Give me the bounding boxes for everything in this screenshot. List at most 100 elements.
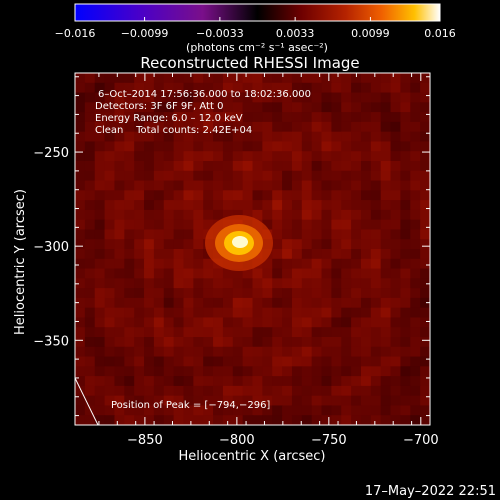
heatmap-cell — [114, 376, 125, 387]
heatmap-cell — [94, 92, 106, 103]
heatmap-cell — [252, 405, 263, 416]
heatmap-cell — [360, 151, 372, 162]
heatmap-cell — [390, 92, 402, 103]
heatmap-cell — [341, 82, 352, 94]
heatmap-cell — [242, 405, 254, 416]
heatmap-cell — [321, 346, 332, 358]
heatmap-cell — [163, 200, 175, 211]
heatmap-cell — [114, 92, 125, 103]
heatmap-cell — [301, 92, 313, 103]
heatmap-cell — [232, 268, 244, 279]
heatmap-cell — [420, 190, 430, 201]
heatmap-cell — [360, 268, 372, 279]
heatmap-cell — [104, 229, 116, 240]
heatmap-cell — [232, 151, 244, 162]
heatmap-cell — [134, 112, 145, 123]
heatmap-cell — [301, 317, 313, 328]
heatmap-cell — [351, 82, 362, 94]
heatmap-cell — [282, 121, 293, 133]
heatmap-cell — [94, 229, 106, 240]
info-block: 6–Oct–2014 17:56:36.000 to 18:02:36.000 … — [95, 89, 311, 136]
heatmap-cell — [400, 102, 411, 113]
heatmap-cell — [331, 258, 342, 270]
heatmap-cell — [193, 385, 204, 397]
heatmap-cell — [282, 278, 293, 289]
heatmap-cell — [390, 229, 402, 240]
heatmap-cell — [75, 92, 86, 103]
heatmap-cell — [360, 73, 372, 84]
heatmap-cell — [380, 268, 392, 279]
heatmap-cell — [291, 102, 303, 113]
heatmap-cell — [341, 385, 352, 397]
heatmap-cell — [84, 209, 96, 221]
heatmap-cell — [203, 317, 214, 328]
heatmap-cell — [114, 219, 125, 231]
heatmap-cell — [124, 141, 135, 152]
heatmap-cell — [331, 121, 342, 133]
heatmap-cell — [104, 219, 116, 231]
heatmap-cell — [341, 92, 352, 103]
heatmap-cell — [153, 356, 165, 367]
heatmap-cell — [282, 405, 293, 416]
heatmap-cell — [262, 346, 273, 358]
heatmap-cell — [321, 180, 332, 191]
heatmap-cell — [272, 161, 283, 172]
heatmap-cell — [242, 395, 254, 407]
heatmap-cell — [301, 307, 313, 319]
heatmap-cell — [331, 200, 342, 211]
heatmap-cell — [291, 366, 303, 377]
heatmap-cell — [272, 258, 283, 270]
heatmap-cell — [410, 219, 421, 231]
heatmap-cell — [380, 278, 392, 289]
heatmap-cell — [410, 297, 421, 309]
heatmap-cell — [183, 180, 194, 191]
heatmap-cell — [94, 131, 106, 143]
heatmap-cell — [341, 239, 352, 250]
heatmap-cell — [213, 82, 224, 94]
heatmap-cell — [134, 180, 145, 191]
heatmap-cell — [360, 405, 372, 416]
heatmap-cell — [252, 161, 263, 172]
heatmap-cell — [311, 102, 323, 113]
heatmap-cell — [114, 395, 125, 407]
heatmap-cell — [351, 297, 362, 309]
heatmap-cell — [301, 405, 313, 416]
heatmap-cell — [321, 258, 332, 270]
heatmap-cell — [193, 415, 204, 425]
heatmap-cell — [163, 288, 175, 299]
heatmap-cell — [232, 317, 244, 328]
heatmap-cell — [311, 258, 323, 270]
heatmap-cell — [351, 131, 362, 143]
heatmap-cell — [193, 268, 204, 279]
heatmap-cell — [213, 376, 224, 387]
heatmap-cell — [242, 268, 254, 279]
heatmap-cell — [75, 102, 86, 113]
heatmap-cell — [301, 278, 313, 289]
heatmap-cell — [183, 366, 194, 377]
heatmap-cell — [272, 190, 283, 201]
heatmap-cell — [183, 268, 194, 279]
heatmap-cell — [84, 317, 96, 328]
heatmap-cell — [134, 73, 145, 84]
heatmap-cell — [203, 112, 214, 123]
heatmap-cell — [331, 317, 342, 328]
heatmap-cell — [380, 317, 392, 328]
heatmap-cell — [222, 190, 234, 201]
heatmap-cell — [252, 376, 263, 387]
heatmap-cell — [124, 278, 135, 289]
heatmap-cell — [360, 258, 372, 270]
heatmap-cell — [252, 278, 263, 289]
heatmap-cell — [291, 278, 303, 289]
heatmap-cell — [341, 317, 352, 328]
heatmap-cell — [360, 161, 372, 172]
heatmap-cell — [390, 415, 402, 425]
heatmap-cell — [301, 161, 313, 172]
heatmap-cell — [252, 327, 263, 338]
heatmap-cell — [321, 102, 332, 113]
heatmap-cell — [153, 346, 165, 358]
heatmap-cell — [183, 219, 194, 231]
heatmap-cell — [84, 415, 96, 425]
heatmap-cell — [291, 82, 303, 94]
heatmap-cell — [94, 337, 106, 348]
heatmap-cell — [400, 151, 411, 162]
